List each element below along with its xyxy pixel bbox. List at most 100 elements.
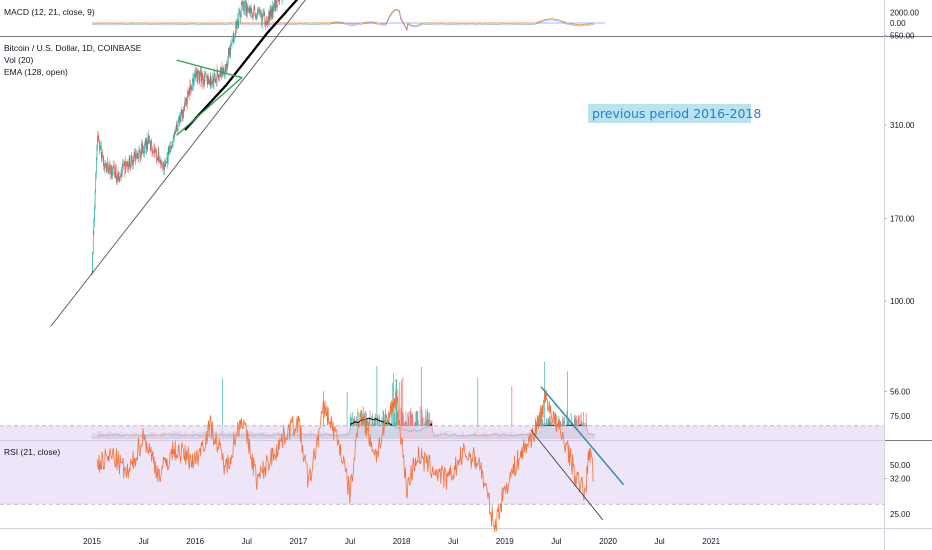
ema-line (184, 0, 299, 131)
candle-body (199, 74, 201, 80)
candle-body (146, 138, 148, 149)
volume-bar (361, 412, 363, 439)
candle-body (245, 1, 246, 11)
candle-body (114, 172, 116, 178)
candle-body (190, 86, 192, 90)
candle-body (200, 71, 201, 75)
candle-body (142, 145, 144, 151)
candle-body (144, 140, 146, 145)
candle-body (223, 68, 225, 76)
candle-body (198, 70, 199, 72)
macd-signal-line (91, 10, 595, 32)
volume-bar (427, 408, 429, 439)
candle-body (140, 155, 142, 157)
candle-body (273, 4, 274, 12)
candle-body (257, 12, 258, 17)
candle-body (246, 4, 248, 14)
candle-body (141, 143, 142, 156)
candle-body (106, 167, 108, 169)
candle-body (117, 172, 119, 181)
candle-body (120, 175, 121, 177)
candle-body (126, 163, 127, 168)
candle-body (179, 115, 181, 122)
candle-body (118, 178, 120, 181)
candle-body (201, 73, 202, 82)
candle-body (227, 62, 228, 68)
candle-body (216, 79, 217, 81)
candle-body (125, 161, 127, 164)
candle-body (237, 23, 239, 25)
candle-body (252, 15, 254, 18)
candle-body (236, 19, 238, 29)
candle-body (266, 21, 267, 26)
candle-body (138, 149, 140, 159)
candle-body (144, 144, 145, 153)
candle-body (255, 17, 257, 18)
candle-body (276, 6, 278, 8)
candle-body (136, 153, 138, 156)
volume-bar (511, 386, 513, 439)
candle-body (148, 135, 150, 141)
macd-label: MACD (12, 21, close, 9) (4, 7, 95, 17)
candle-body (187, 91, 189, 95)
candle-body (101, 152, 103, 159)
candle-body (183, 106, 184, 115)
candle-body (219, 70, 221, 76)
candle-body (226, 64, 228, 68)
candle-body (151, 146, 153, 153)
candle-body (254, 7, 256, 14)
candle-body (209, 75, 211, 85)
volume-bar (401, 379, 402, 439)
volume-bar (382, 411, 384, 439)
annotation-text: previous period 2016-2018 (592, 106, 761, 121)
candle-body (128, 158, 130, 170)
candle-body (137, 153, 139, 158)
candle-body (193, 78, 194, 85)
candle-body (233, 33, 235, 38)
candle-body (231, 44, 232, 45)
candle-body (193, 77, 195, 85)
volume-bar (383, 410, 385, 439)
candle-body (203, 80, 204, 84)
candle-body (158, 151, 160, 163)
candle-body (265, 21, 267, 25)
candle-body (110, 164, 111, 174)
candle-body (162, 165, 164, 167)
candle-body (206, 75, 207, 77)
candle-body (262, 13, 264, 16)
candle-body (138, 157, 139, 159)
candle-body (247, 7, 248, 14)
time-axis[interactable]: 2015 Jul 2016 Jul 2017 Jul 2018 Jul 2019 Jul 2020 J… (83, 537, 721, 546)
candle-body (109, 165, 110, 172)
candle-body (270, 9, 272, 18)
candle-body (241, 2, 243, 5)
candle-body (174, 131, 176, 134)
candle-body (164, 163, 165, 170)
candle-body (124, 164, 126, 174)
candle-body (256, 16, 258, 18)
time-axis-tick-9: Jul (551, 537, 561, 546)
candle-body (122, 164, 123, 173)
ema-layer (184, 0, 299, 131)
candle-body (218, 75, 219, 78)
candle-body (113, 165, 114, 167)
candle-body (189, 84, 191, 95)
volume-bar (390, 409, 392, 439)
candle-body (268, 11, 270, 23)
candle-body (243, 5, 245, 13)
candle-body (196, 71, 198, 82)
volume-bar (566, 410, 568, 439)
candle-body (105, 164, 106, 165)
candle-body (127, 163, 129, 166)
rsi-trend-lower (530, 429, 604, 521)
candle-body (96, 157, 97, 175)
candle-body (170, 147, 171, 149)
candle-body (191, 86, 192, 91)
price-axis[interactable]: 2000.000.00720000.00400000.00225000.0012… (884, 0, 928, 519)
volume-bar (416, 410, 418, 439)
candle-body (242, 1, 243, 5)
volume-bar (402, 377, 404, 439)
candle-body (271, 8, 273, 14)
candle-body (98, 137, 100, 142)
